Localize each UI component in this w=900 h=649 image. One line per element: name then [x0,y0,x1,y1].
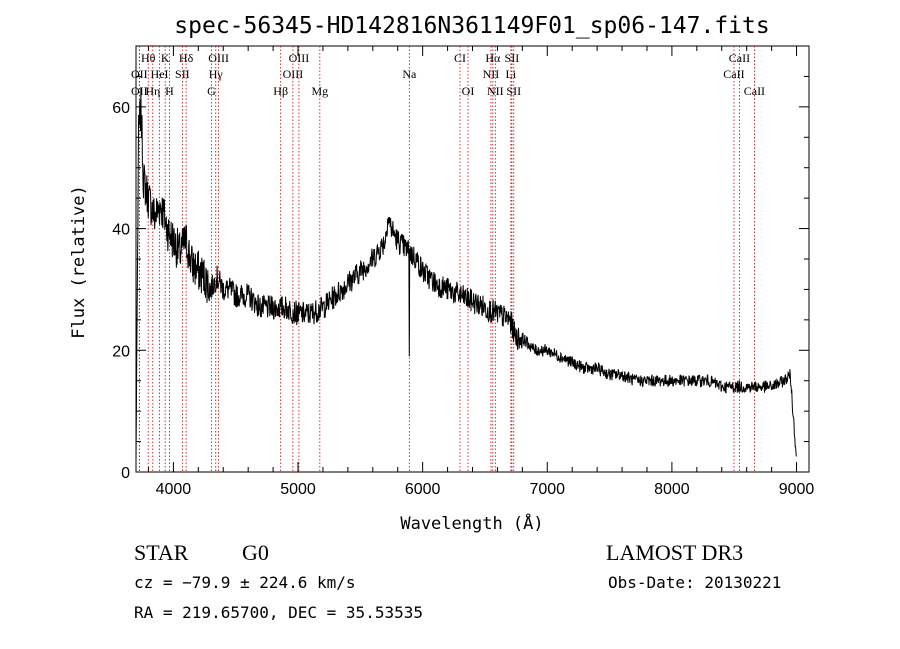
line-label: Li [506,67,517,81]
line-label: Hθ [141,51,156,65]
coordinates: RA = 219.65700, DEC = 35.53535 [134,603,423,622]
y-tick-label: 60 [112,100,130,117]
spectrum-series-line [135,87,797,460]
line-label: H [165,84,174,98]
line-label: CI [454,51,466,65]
line-label: CaII [729,51,750,65]
line-label: OIII [289,51,310,65]
series-layer [135,87,797,460]
line-label: Hη [145,84,160,98]
object-class: STAR [134,540,189,565]
plot-frame [135,45,810,473]
plot-axes: 4000 5000 6000 7000 8000 9000 0 20 40 60 [112,45,815,498]
line-label: Hβ [273,84,288,98]
line-label: CaII [744,84,765,98]
line-label: OI [462,84,475,98]
line-label: HeI [151,67,169,81]
x-tick-label: 9000 [779,481,815,498]
line-label: Na [402,67,417,81]
x-tick-label: 4000 [156,481,192,498]
survey-name: LAMOST DR3 [606,540,743,565]
line-label: Hδ [179,51,194,65]
line-label: NII [483,67,500,81]
line-label: SII [505,51,520,65]
x-tick-label: 7000 [529,481,565,498]
line-label: SII [175,67,190,81]
x-tick-label: 6000 [405,481,441,498]
line-label: K [161,51,170,65]
object-subclass: G0 [242,540,269,565]
line-label: NII [487,84,504,98]
line-label: Mg [311,84,328,98]
line-label: OIII [283,67,304,81]
y-tick-label: 40 [112,222,130,239]
line-label: G [207,84,216,98]
y-tick-label: 0 [121,465,130,482]
line-label: OIII [208,51,229,65]
line-label: Hγ [209,67,224,81]
spectral-line-markers: Hθ K Hδ OIII OIII CI Hα SII CaII OII HeI SII Hγ OIII N… [131,46,765,472]
line-label: CaII [723,67,744,81]
obs-date: Obs-Date: 20130221 [608,573,781,592]
x-tick-label: 5000 [280,481,316,498]
line-label: OII [131,84,148,98]
y-tick-label: 20 [112,343,130,360]
x-tick-label: 8000 [654,481,690,498]
chart-title: spec-56345-HD142816N361149F01_sp06-147.f… [174,13,769,39]
y-axis-label: Flux (relative) [69,185,89,339]
line-label: SII [506,84,521,98]
redshift-cz: cz = −79.9 ± 224.6 km/s [134,573,356,592]
x-axis-label: Wavelength (Å) [400,512,543,534]
line-label: Hα [485,51,501,65]
